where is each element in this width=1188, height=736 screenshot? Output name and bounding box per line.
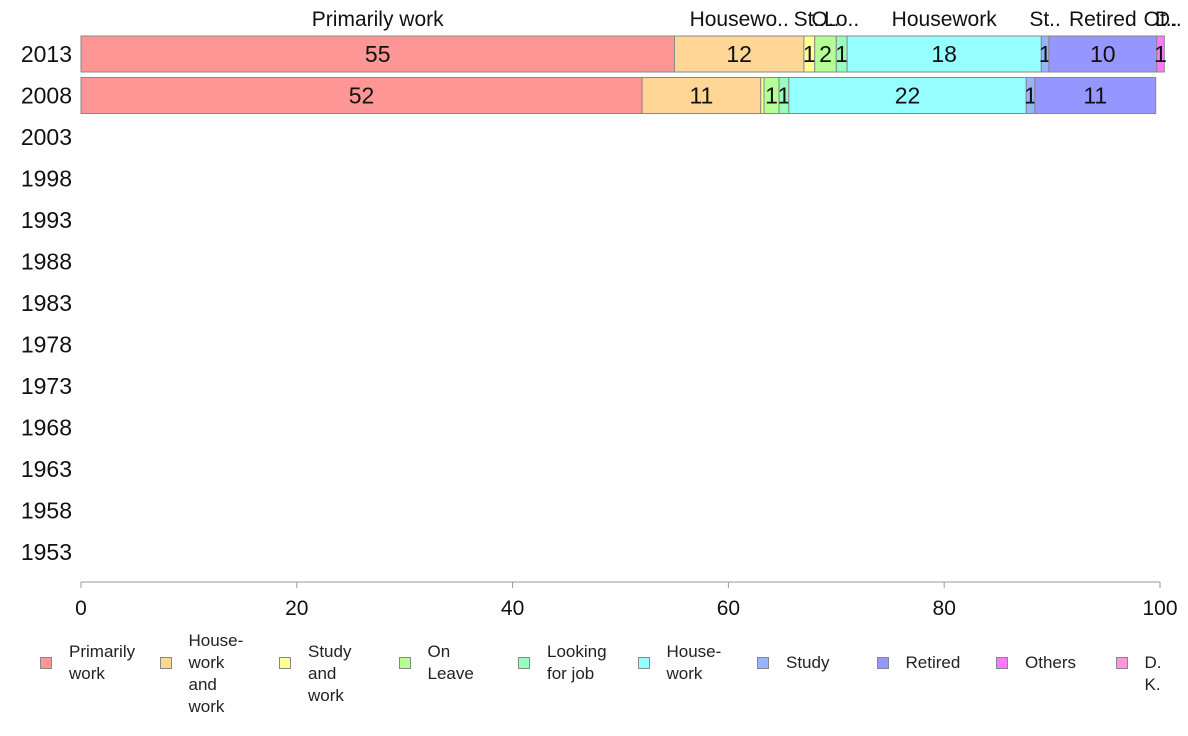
segment-top-label: Primarily work — [312, 8, 444, 31]
x-tick-label: 100 — [1142, 597, 1177, 620]
data-label: 1 — [1024, 83, 1037, 109]
data-label: 22 — [895, 83, 921, 109]
legend-swatch — [996, 657, 1008, 669]
legend-swatch — [40, 657, 52, 669]
category-label: 1978 — [21, 332, 72, 358]
legend-label: Study — [786, 653, 830, 672]
bar-segment — [80, 77, 643, 114]
x-tick-label: 40 — [501, 597, 524, 620]
segment-top-label: St.. — [1029, 8, 1061, 31]
segment-top-label: D.. — [1155, 8, 1182, 31]
legend-label: Primarily work — [69, 642, 136, 683]
bar-segment — [846, 35, 1042, 73]
category-label: 1983 — [21, 290, 72, 316]
legend-swatch — [398, 657, 411, 669]
legend-swatch — [876, 657, 889, 669]
data-label: 2 — [819, 41, 832, 67]
data-label: 55 — [365, 41, 391, 67]
category-label: 1993 — [21, 207, 72, 233]
data-label: 1 — [835, 41, 848, 67]
x-tick-label: 60 — [717, 597, 740, 620]
data-label: 1 — [765, 83, 778, 109]
legend-swatch — [159, 657, 172, 669]
legend-label: House- work — [666, 642, 722, 683]
segment-top-label: Lo.. — [824, 8, 859, 31]
bar-segment — [673, 35, 805, 73]
category-label: 1958 — [21, 498, 72, 524]
category-label: 1973 — [21, 373, 72, 399]
bar-segment — [788, 77, 1027, 114]
legend-label: D. K. — [1144, 653, 1162, 694]
data-label: 1 — [803, 41, 816, 67]
legend-label: Study and work — [308, 642, 352, 705]
data-label: 1 — [778, 83, 791, 109]
legend-label: House- work and work — [188, 631, 244, 716]
category-label: 2013 — [21, 41, 72, 67]
segment-top-label: St.. — [794, 8, 826, 31]
category-label: 2008 — [21, 83, 72, 109]
legend-swatch — [757, 657, 769, 669]
x-tick-label: 80 — [933, 597, 956, 620]
legend-swatch — [279, 657, 291, 669]
legend-swatch — [637, 657, 650, 669]
bar-segment — [1156, 35, 1165, 73]
legend-label: Looking for job — [547, 642, 607, 683]
segment-top-label: Ot.. — [1144, 8, 1178, 31]
legend-swatch — [1115, 657, 1128, 669]
segment-top-label: Housework — [892, 8, 998, 31]
x-tick-label: 0 — [75, 597, 87, 620]
category-label: 1988 — [21, 249, 72, 275]
segment-top-label: Retired — [1069, 8, 1137, 31]
category-label: 1963 — [21, 456, 72, 482]
data-label: 10 — [1090, 41, 1116, 67]
data-label: 18 — [931, 41, 957, 67]
legend-swatch — [518, 657, 530, 669]
segment-top-label: Housewo.. — [690, 8, 789, 31]
bar-segment — [80, 35, 675, 73]
data-label: 52 — [349, 83, 375, 109]
data-label: 11 — [1083, 83, 1107, 109]
category-label: 1953 — [21, 539, 72, 565]
stacked-bar-chart: 2013 2008 2003 1998 1993 1988 1983 1978 1973 1968… — [21, 8, 1182, 620]
category-label: 1968 — [21, 415, 72, 441]
data-label: 1 — [1039, 41, 1052, 67]
bar-segment — [1034, 77, 1157, 114]
data-label: 11 — [689, 83, 713, 109]
data-label: 12 — [726, 41, 752, 67]
category-label: 2003 — [21, 124, 72, 150]
category-label: 1998 — [21, 166, 72, 192]
bar-segment — [1048, 35, 1158, 73]
chart-legend: Primarily work House- work and work Study … — [0, 630, 1188, 716]
legend-label: On Leave — [427, 642, 474, 683]
segment-top-label: O.. — [812, 8, 840, 31]
x-tick-label: 20 — [285, 597, 308, 620]
legend-label: Retired — [905, 653, 961, 672]
legend-label: Others — [1025, 653, 1077, 672]
data-label: 1 — [1154, 41, 1167, 67]
